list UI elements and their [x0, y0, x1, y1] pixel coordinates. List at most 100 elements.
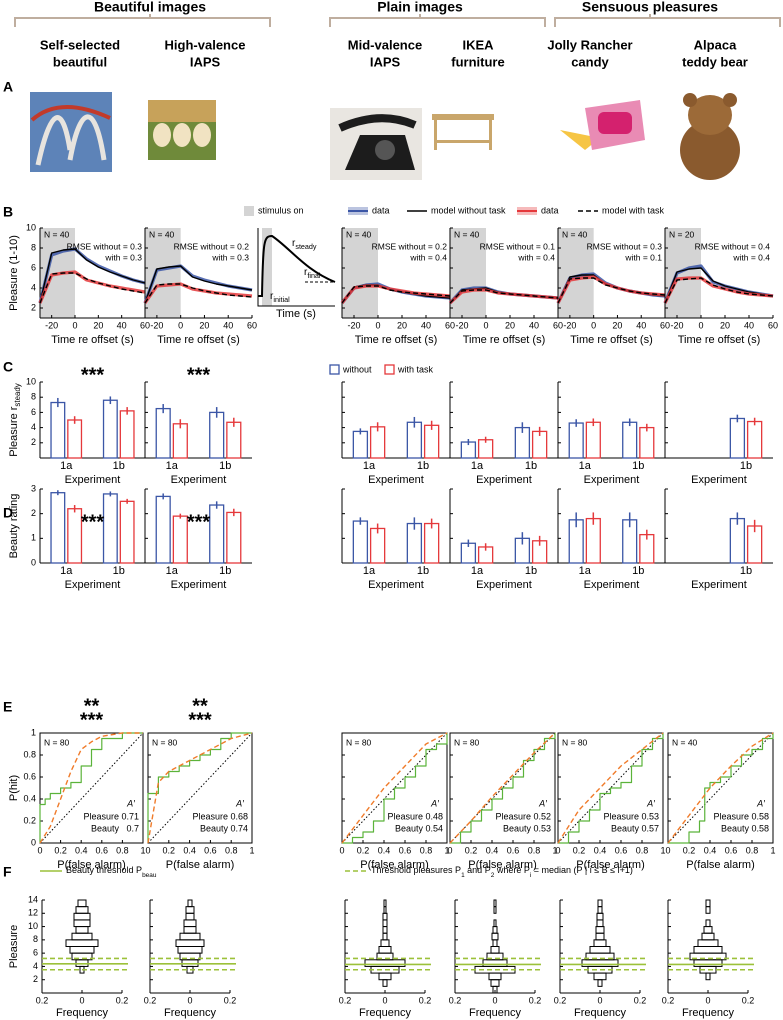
- x-axis-label: Experiment: [171, 579, 227, 591]
- x-axis-label: Experiment: [65, 579, 121, 591]
- x-axis-label: Experiment: [476, 474, 532, 486]
- x-axis-label: Frequency: [56, 1007, 108, 1019]
- image-candy: [560, 130, 600, 150]
- x-axis-label: Experiment: [584, 474, 640, 486]
- hist-bar: [185, 912, 195, 921]
- x-tick-label: 0.2: [573, 845, 586, 855]
- x-tick-label: 0.2: [554, 995, 567, 1005]
- image-detail: [30, 105, 111, 122]
- bar: [622, 421, 638, 459]
- group-label: Beautiful images: [94, 0, 206, 15]
- x-tick-label: 40: [636, 320, 646, 330]
- significance-stars: **: [192, 695, 208, 717]
- bar: [352, 520, 369, 564]
- x-tick-label: 20: [612, 320, 622, 330]
- schematic-xlabel: Time (s): [276, 308, 316, 320]
- rmse-label: RMSE without = 0.3: [67, 241, 143, 251]
- x-tick-label: 0.2: [742, 995, 755, 1005]
- series-line: [449, 289, 559, 304]
- x-axis-label: Experiment: [584, 579, 640, 591]
- x-tick-label: 1a: [60, 460, 73, 472]
- x-tick-label: 1b: [417, 565, 429, 577]
- y-tick-label: 0: [31, 557, 36, 567]
- x-tick-label: 0.2: [662, 995, 675, 1005]
- x-tick-label: 0.2: [683, 845, 696, 855]
- y-tick-label: 2: [31, 302, 36, 312]
- hist-bar: [593, 939, 607, 947]
- series-line: [144, 265, 253, 304]
- x-tick-label: 1b: [219, 460, 231, 472]
- x-tick-label: 40: [223, 320, 233, 330]
- a-prime-value: 0.58: [751, 811, 769, 821]
- x-tick-label: 0: [447, 845, 452, 855]
- rmse-label: with = 0.3: [211, 252, 249, 262]
- hist-bar: [69, 946, 95, 954]
- schematic-label-part: steady: [295, 242, 317, 251]
- x-axis-label: P(false alarm): [576, 859, 644, 871]
- x-axis-label: Frequency: [469, 1007, 521, 1019]
- x-tick-label: -20: [670, 320, 683, 330]
- x-tick-label: 0.6: [725, 845, 738, 855]
- y-axis-label-part: steady: [13, 383, 22, 406]
- y-tick-label: 1: [31, 533, 36, 543]
- hist-bar: [597, 899, 603, 908]
- x-tick-label: 40: [529, 320, 539, 330]
- x-tick-label: 0.8: [636, 845, 649, 855]
- n-label: N = 80: [44, 737, 70, 747]
- series-line: [39, 732, 143, 844]
- legend-label-part: Threshold pleasures P: [371, 865, 461, 875]
- x-tick-label: 1: [444, 845, 449, 855]
- a-prime-value: 0.53: [533, 823, 551, 833]
- hist-bar: [482, 959, 508, 967]
- x-tick-label: 0.2: [144, 995, 157, 1005]
- hist-bar: [581, 959, 619, 967]
- n-label: N = 40: [672, 737, 698, 747]
- legend-label: without: [342, 364, 372, 374]
- stimulus-images: [30, 92, 740, 180]
- x-axis-label: Time re offset (s): [678, 334, 761, 346]
- bar: [746, 420, 763, 459]
- hist-bar: [75, 926, 89, 934]
- hist-bar: [177, 946, 203, 954]
- rmse-label: RMSE without = 0.4: [695, 241, 771, 251]
- x-axis-label: P(false alarm): [468, 859, 536, 871]
- bar: [67, 508, 83, 564]
- bar: [102, 493, 118, 564]
- x-tick-label: 1b: [525, 460, 537, 472]
- series-name: Pleasure: [192, 811, 228, 821]
- x-tick-label: 0.2: [419, 995, 432, 1005]
- x-tick-label: 0.4: [594, 845, 607, 855]
- x-tick-label: 0.2: [163, 845, 176, 855]
- x-tick-label: 0.2: [339, 995, 352, 1005]
- image-table: [432, 114, 494, 120]
- series-line: [341, 285, 451, 304]
- y-tick-label: 8: [31, 392, 36, 402]
- hist-bar: [705, 906, 711, 914]
- x-tick-label: -20: [455, 320, 468, 330]
- bar: [172, 423, 188, 459]
- x-tick-label: 0: [382, 995, 387, 1005]
- series-name: Pleasure: [83, 811, 119, 821]
- image-detail: [153, 123, 171, 147]
- a-prime-label: A′: [235, 798, 244, 808]
- panel-label: B: [3, 204, 13, 220]
- series-name: Beauty: [611, 823, 640, 833]
- column-label: teddy bear: [682, 54, 748, 69]
- x-tick-label: 1b: [525, 565, 537, 577]
- hist-bar: [701, 932, 715, 941]
- x-tick-label: 0: [665, 845, 670, 855]
- series-line: [667, 732, 774, 844]
- column-label: beautiful: [53, 54, 107, 69]
- x-axis-label: Experiment: [691, 579, 747, 591]
- hist-bar: [693, 959, 723, 967]
- hist-bar: [492, 939, 498, 947]
- x-tick-label: 1b: [740, 565, 752, 577]
- a-prime-value: 0.7: [126, 823, 139, 833]
- panel-label: D: [3, 505, 13, 521]
- y-tick-label: 2: [33, 974, 38, 984]
- y-tick-label: 8: [33, 934, 38, 944]
- y-tick-label: 0.6: [23, 771, 36, 781]
- column-label: furniture: [451, 54, 504, 69]
- image-bear: [680, 120, 740, 180]
- y-tick-label: 14: [28, 894, 38, 904]
